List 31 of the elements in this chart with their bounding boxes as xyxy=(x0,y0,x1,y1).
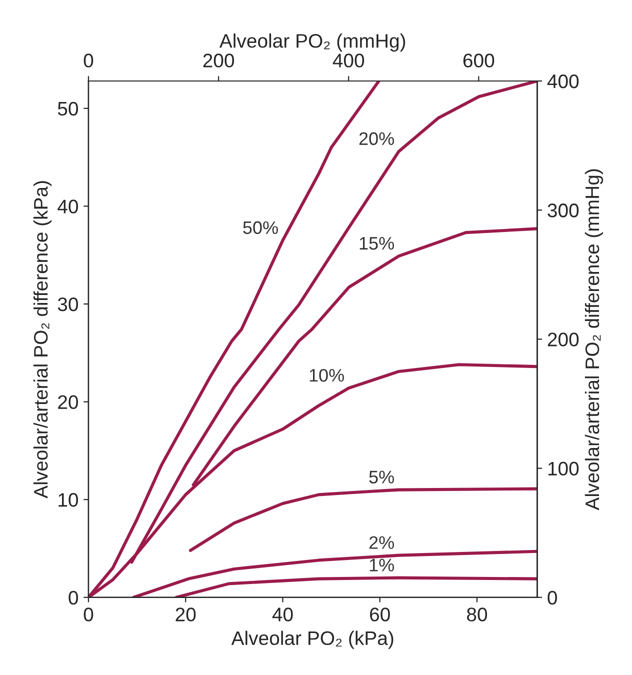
series-label: 15% xyxy=(360,237,394,250)
series-label: 5% xyxy=(369,470,394,484)
series-label: 10% xyxy=(310,368,344,382)
x2-axis-title: Alveolar PO₂ (mmHg) xyxy=(219,34,406,52)
series-label: 50% xyxy=(243,221,278,234)
y2-tick-label: 400 xyxy=(547,74,579,88)
y-tick-label: 10 xyxy=(58,493,78,507)
y-tick-label: 40 xyxy=(58,200,78,214)
y2-tick-label: 200 xyxy=(548,332,579,346)
x-tick-label: 0 xyxy=(84,608,94,622)
x-tick-label: 20 xyxy=(176,608,196,622)
x-axis-title: Alveolar PO₂ (kPa) xyxy=(231,630,394,649)
y2-axis-title: Alveolar/arterial PO₂ difference (mmHg) xyxy=(584,169,604,510)
series-label: 1% xyxy=(370,558,394,572)
x-tick-label: 80 xyxy=(467,608,488,622)
series-label: 2% xyxy=(369,536,394,549)
y-tick-label: 50 xyxy=(58,102,78,116)
y-tick-label: 0 xyxy=(68,590,78,605)
x2-tick-label: 200 xyxy=(203,54,234,68)
y-tick-label: 20 xyxy=(58,395,78,410)
y-axis-title: Alveolar/arterial PO₂ difference (kPa) xyxy=(33,181,52,498)
x2-tick-label: 400 xyxy=(332,54,364,68)
x2-tick-label: 0 xyxy=(84,54,94,68)
y-tick-label: 30 xyxy=(58,297,78,312)
x2-tick-label: 600 xyxy=(463,54,494,68)
x-tick-label: 60 xyxy=(370,608,390,622)
series-label: 20% xyxy=(359,132,394,146)
y2-tick-label: 0 xyxy=(548,590,557,605)
y2-tick-label: 100 xyxy=(548,462,579,476)
x-tick-label: 40 xyxy=(272,608,293,622)
y2-tick-label: 300 xyxy=(548,204,579,218)
